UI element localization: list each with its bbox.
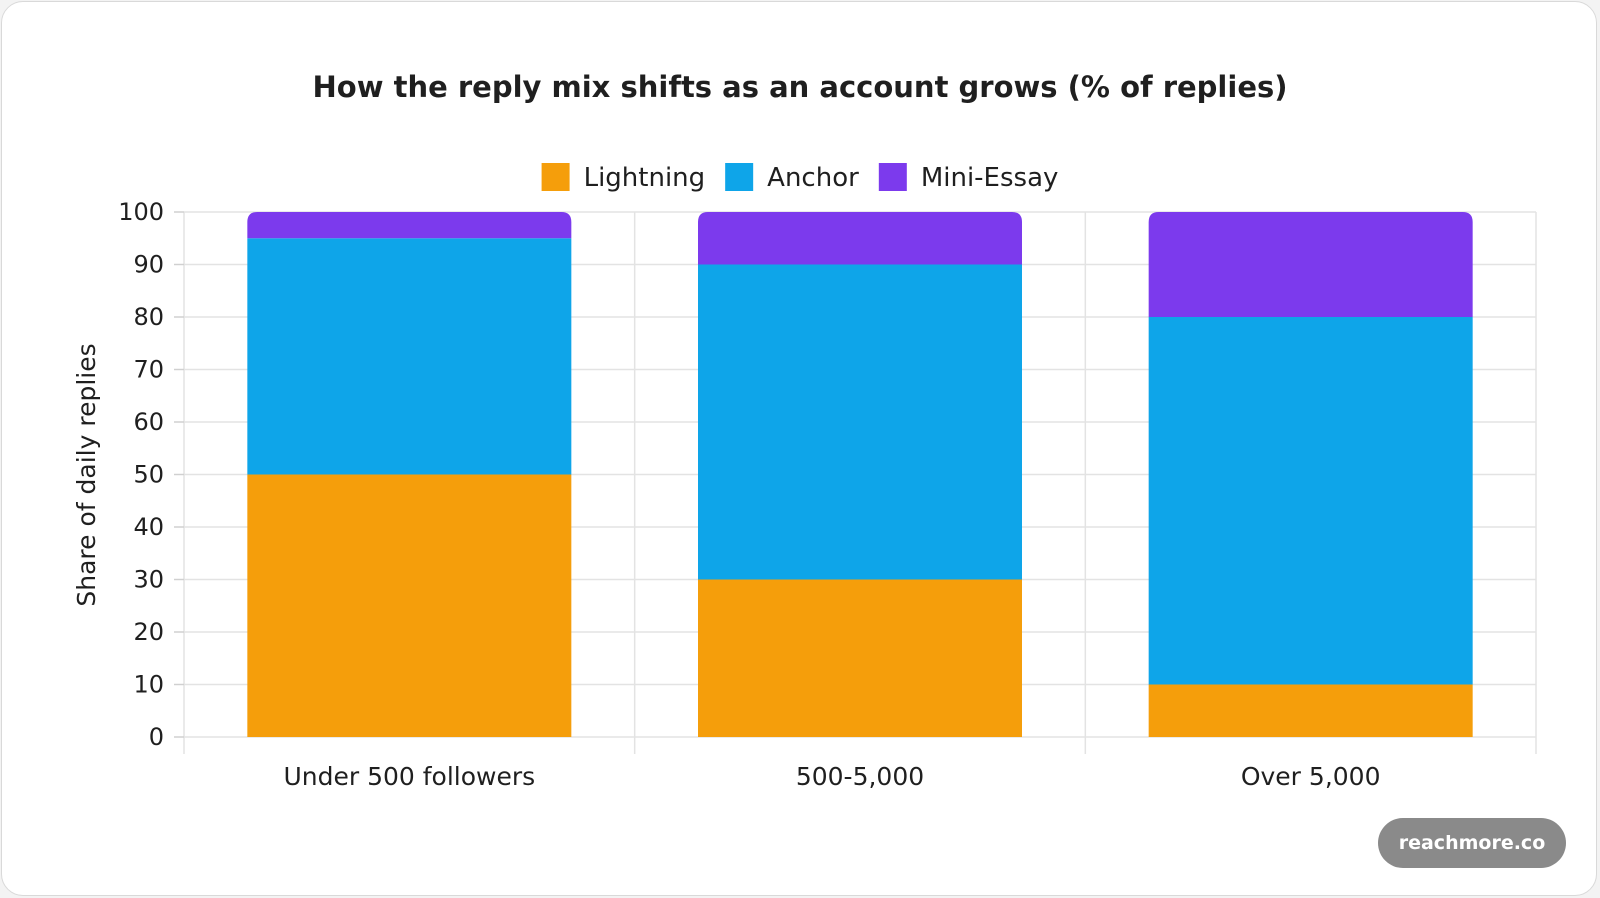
legend-label-lightning: Lightning: [584, 163, 706, 193]
y-tick-label: 10: [133, 671, 164, 699]
y-tick-label: 100: [118, 198, 164, 226]
bar-lightning-2: [698, 579, 1022, 737]
y-tick-label: 0: [149, 723, 164, 751]
legend-label-mini-essay: Mini-Essay: [921, 163, 1059, 193]
chart-title: How the reply mix shifts as an account g…: [313, 70, 1288, 104]
y-tick-label: 20: [133, 618, 164, 646]
y-tick-label: 30: [133, 566, 164, 594]
bar-anchor-3: [1148, 317, 1473, 685]
y-axis-label: Share of daily replies: [72, 343, 101, 606]
bars: [247, 212, 1473, 737]
bar-mini-essay-1: [247, 212, 572, 239]
bar-anchor-1: [247, 238, 572, 475]
x-tick-label: Under 500 followers: [283, 762, 535, 791]
y-tick-label: 60: [133, 408, 164, 436]
bar-lightning-3: [1148, 684, 1473, 737]
legend-swatch-mini-essay: [878, 163, 907, 191]
bar-mini-essay-2: [698, 212, 1022, 265]
y-tick-label: 90: [133, 251, 164, 279]
y-axis-ticks: 0 10 20 30 40 50 60 70 80 90 100: [118, 198, 184, 751]
y-tick-label: 50: [133, 461, 164, 489]
x-tick-label: Over 5,000: [1241, 762, 1381, 791]
legend-swatch-lightning: [541, 163, 570, 191]
legend-swatch-anchor: [725, 163, 754, 191]
bar-lightning-1: [247, 474, 572, 737]
legend: Lightning Anchor Mini-Essay: [541, 163, 1059, 193]
bar-mini-essay-3: [1148, 212, 1473, 317]
y-tick-label: 70: [133, 356, 164, 384]
watermark-badge: reachmore.co: [1378, 818, 1566, 868]
y-tick-label: 80: [133, 303, 164, 331]
bar-anchor-2: [698, 264, 1022, 580]
legend-label-anchor: Anchor: [767, 163, 859, 193]
x-tick-label: 500-5,000: [796, 762, 924, 791]
x-axis-ticks: Under 500 followers 500-5,000 Over 5,000: [283, 762, 1380, 791]
y-tick-label: 40: [133, 513, 164, 541]
